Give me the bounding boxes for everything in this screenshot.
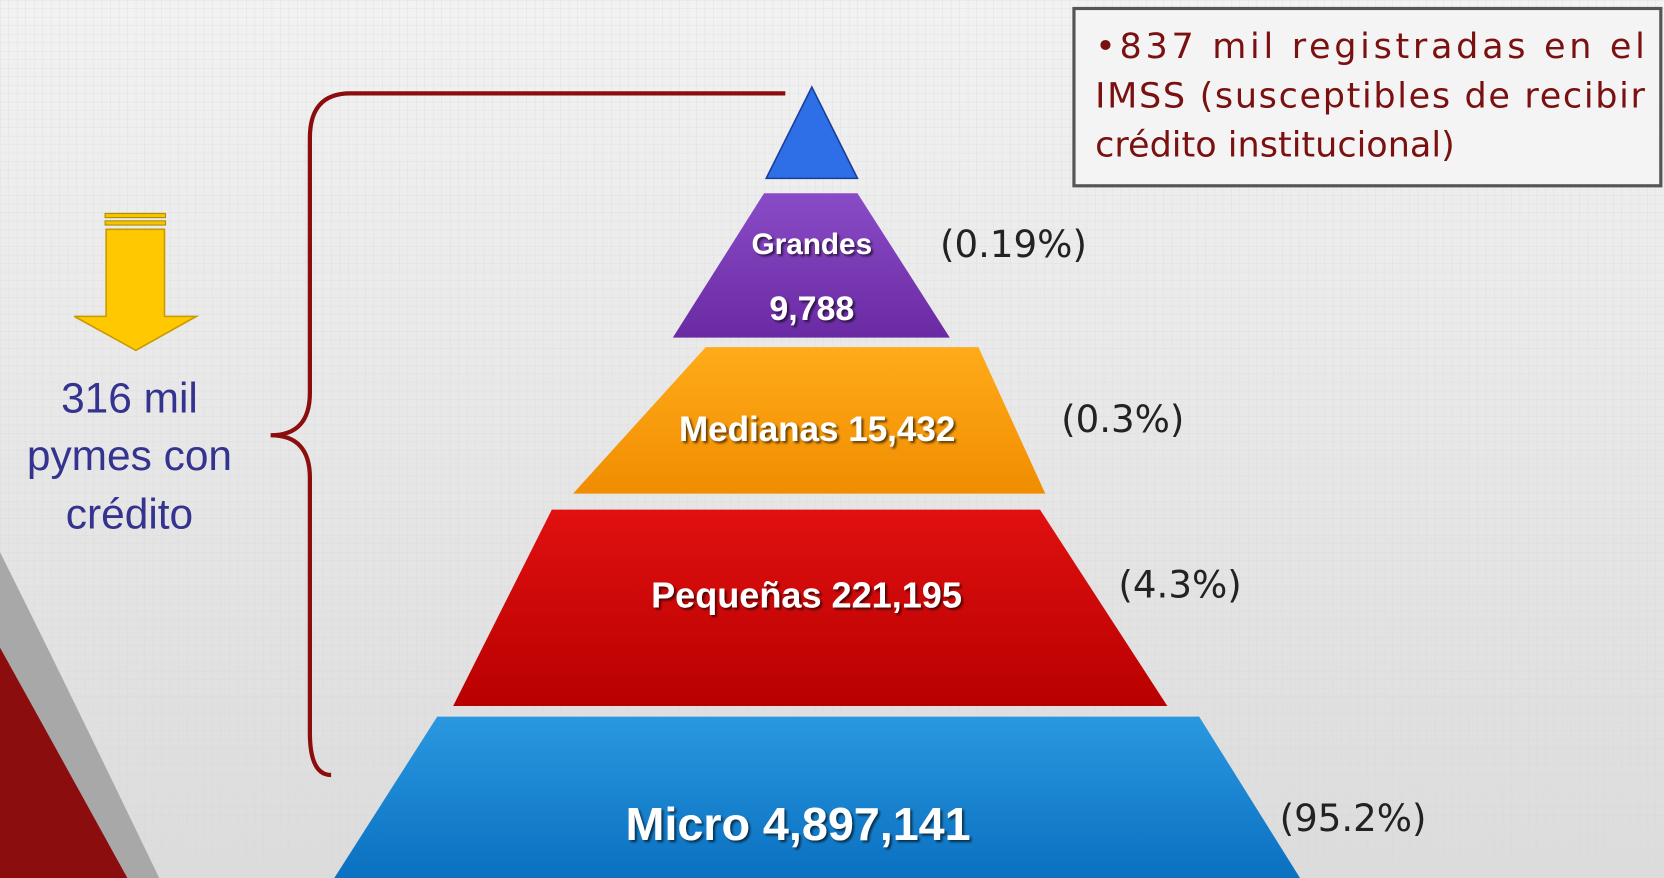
level-share: (4.3%) — [1118, 564, 1241, 607]
callout-text: crédito institucional) — [1095, 125, 1455, 166]
level-share: (95.2%) — [1280, 797, 1427, 840]
pyramid-level — [672, 193, 950, 338]
level-name: Pequeñas — [651, 574, 821, 615]
side-label: pymes con — [27, 432, 232, 479]
level-label: Medianas 15,432 — [679, 410, 955, 449]
level-name: Medianas — [679, 410, 839, 449]
callout-text: IMSS (susceptibles de recibir — [1095, 76, 1645, 117]
side-label: 316 mil — [61, 375, 198, 422]
level-value: 9,788 — [769, 290, 854, 328]
level-value: 221,195 — [832, 574, 962, 615]
side-label: crédito — [66, 490, 193, 537]
pyramid-top — [764, 85, 859, 180]
level-label: Pequeñas 221,195 — [651, 574, 962, 615]
level-name: Grandes — [752, 228, 873, 261]
level-share: (0.3%) — [1061, 398, 1184, 441]
brace — [270, 91, 786, 778]
pyramid-level — [334, 716, 1300, 878]
level-name: Micro — [625, 798, 749, 850]
callout-box — [1072, 6, 1663, 188]
level-label: Micro 4,897,141 — [625, 798, 970, 850]
down-arrow — [73, 212, 200, 352]
level-value: 15,432 — [848, 410, 955, 449]
pyramid-level — [453, 509, 1168, 707]
level-share: (0.19%) — [940, 223, 1087, 266]
swoosh-red — [0, 647, 128, 878]
pyramid-level — [573, 347, 1046, 494]
level-value: 4,897,141 — [763, 798, 971, 850]
